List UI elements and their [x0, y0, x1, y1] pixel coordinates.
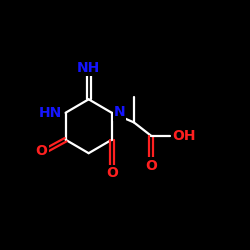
- Text: O: O: [106, 166, 118, 180]
- Text: HN: HN: [38, 106, 62, 120]
- Text: N: N: [114, 106, 125, 120]
- Text: OH: OH: [172, 129, 196, 143]
- Text: O: O: [36, 144, 48, 158]
- Text: O: O: [145, 158, 157, 172]
- Text: NH: NH: [77, 61, 100, 75]
